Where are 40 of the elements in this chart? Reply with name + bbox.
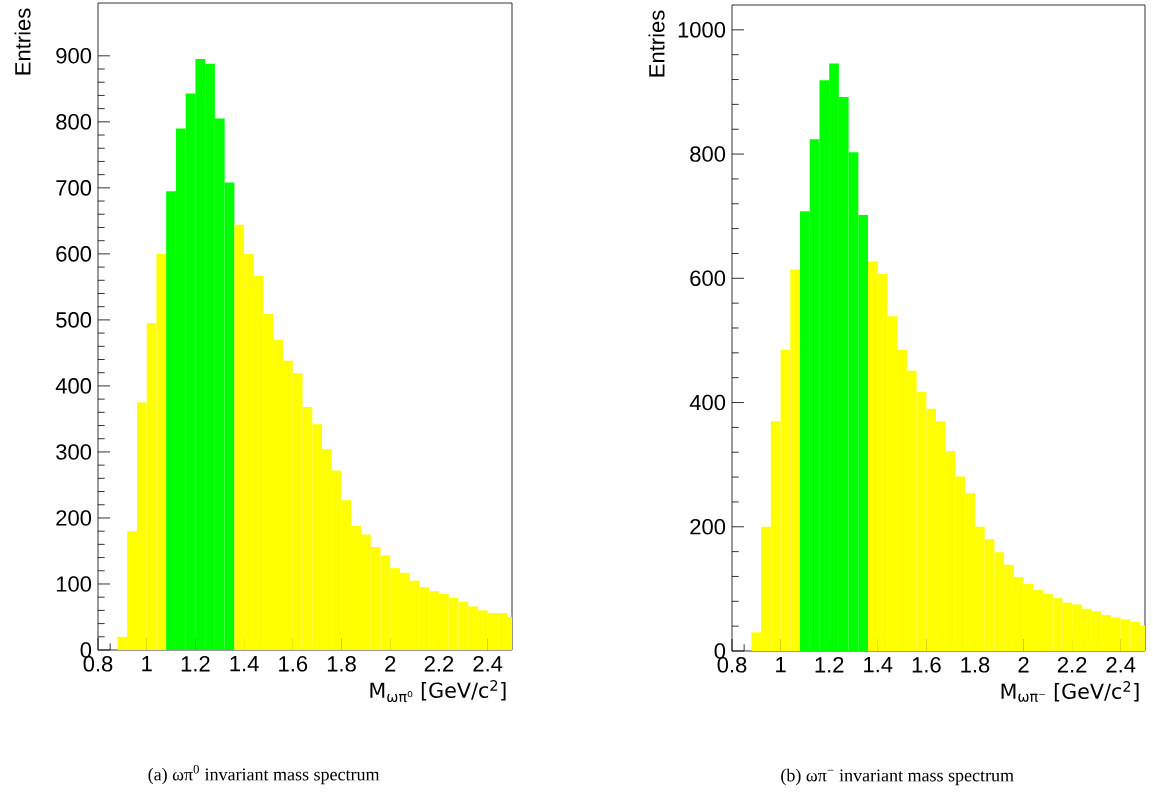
y-tick-label: 600 <box>56 246 92 262</box>
x-tick-label: 2 <box>1018 657 1029 673</box>
x-tick-label: 1.2 <box>181 656 210 672</box>
x-tick-label: 2.2 <box>424 656 454 672</box>
x-axis-title: M$_{ωπ⁻}$ [GeV/c$^{2}$] <box>1001 681 1139 702</box>
x-tick-label: 2.4 <box>1106 657 1136 673</box>
y-tick-label: 500 <box>56 312 92 328</box>
x-tick-label: 1.6 <box>279 656 308 672</box>
y-tick-label: 800 <box>56 114 92 130</box>
x-tick-label: 1 <box>142 656 152 672</box>
y-axis-title: Entries <box>14 8 31 75</box>
x-tick-label: 1.2 <box>815 657 844 673</box>
x-tick-label: 2.2 <box>1057 657 1087 673</box>
y-tick-label: 200 <box>690 518 726 535</box>
y-tick-label: 800 <box>690 146 726 162</box>
text: (b) ωπ$^{−}$ invariant mass spectrum <box>781 768 1014 786</box>
y-tick-label: 900 <box>56 48 92 64</box>
y-tick-label: 100 <box>56 576 92 592</box>
y-tick-label: 700 <box>56 180 92 196</box>
x-tick-label: 1.8 <box>961 657 990 673</box>
x-tick-label: 1.4 <box>230 656 259 672</box>
y-tick-label: 600 <box>690 270 726 287</box>
y-tick-label: 1000 <box>678 22 726 38</box>
y-tick-label: 300 <box>56 444 92 460</box>
y-axis-title: Entries <box>648 10 665 77</box>
y-tick-label: 0 <box>714 643 726 659</box>
x-axis-title: M$_{ωπ⁰}$ [GeV/c$^{2}$] <box>370 680 506 703</box>
x-tick-label: 1 <box>776 657 786 673</box>
y-tick-label: 200 <box>56 510 92 526</box>
x-tick-label: 1.4 <box>864 657 893 673</box>
text: (a) ωπ$^{0}$ invariant mass spectrum <box>148 764 380 785</box>
x-tick-label: 1.6 <box>912 657 941 673</box>
x-tick-label: 1.8 <box>327 656 356 672</box>
x-tick-label: 2.4 <box>473 656 503 672</box>
x-tick-label: 0.8 <box>717 657 747 673</box>
x-tick-label: 2 <box>385 656 396 672</box>
y-tick-label: 400 <box>55 378 92 394</box>
y-tick-label: 0 <box>80 642 92 658</box>
x-tick-label: 0.8 <box>83 656 113 672</box>
y-tick-label: 400 <box>689 394 726 411</box>
